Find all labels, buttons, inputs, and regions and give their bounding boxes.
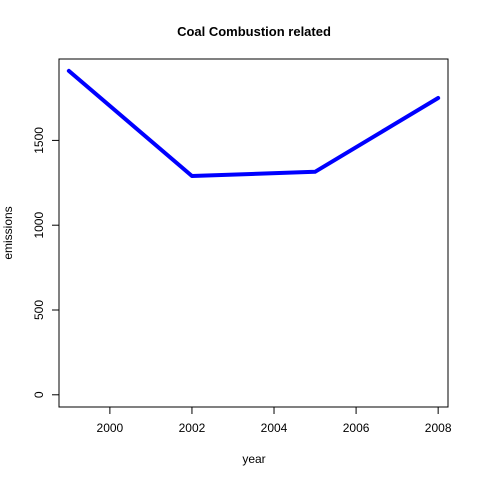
- y-axis: 0 500 1000 1500: [32, 127, 60, 398]
- chart-title: Coal Combustion related: [177, 24, 331, 39]
- x-tick-label: 2006: [343, 421, 370, 435]
- x-tick-label: 2008: [425, 421, 452, 435]
- y-tick-label: 0: [32, 391, 46, 398]
- x-axis-title: year: [242, 452, 265, 466]
- y-axis-title: emissions: [1, 206, 15, 259]
- y-tick-label: 1500: [32, 127, 46, 154]
- x-tick-label: 2002: [179, 421, 206, 435]
- x-axis: 2000 2002 2004 2006 2008: [97, 406, 452, 435]
- y-tick-label: 500: [32, 300, 46, 320]
- series-line: [66, 68, 441, 179]
- series-layer: [66, 68, 441, 179]
- x-tick-label: 2000: [97, 421, 124, 435]
- y-tick-label: 1000: [32, 212, 46, 239]
- x-tick-label: 2004: [261, 421, 288, 435]
